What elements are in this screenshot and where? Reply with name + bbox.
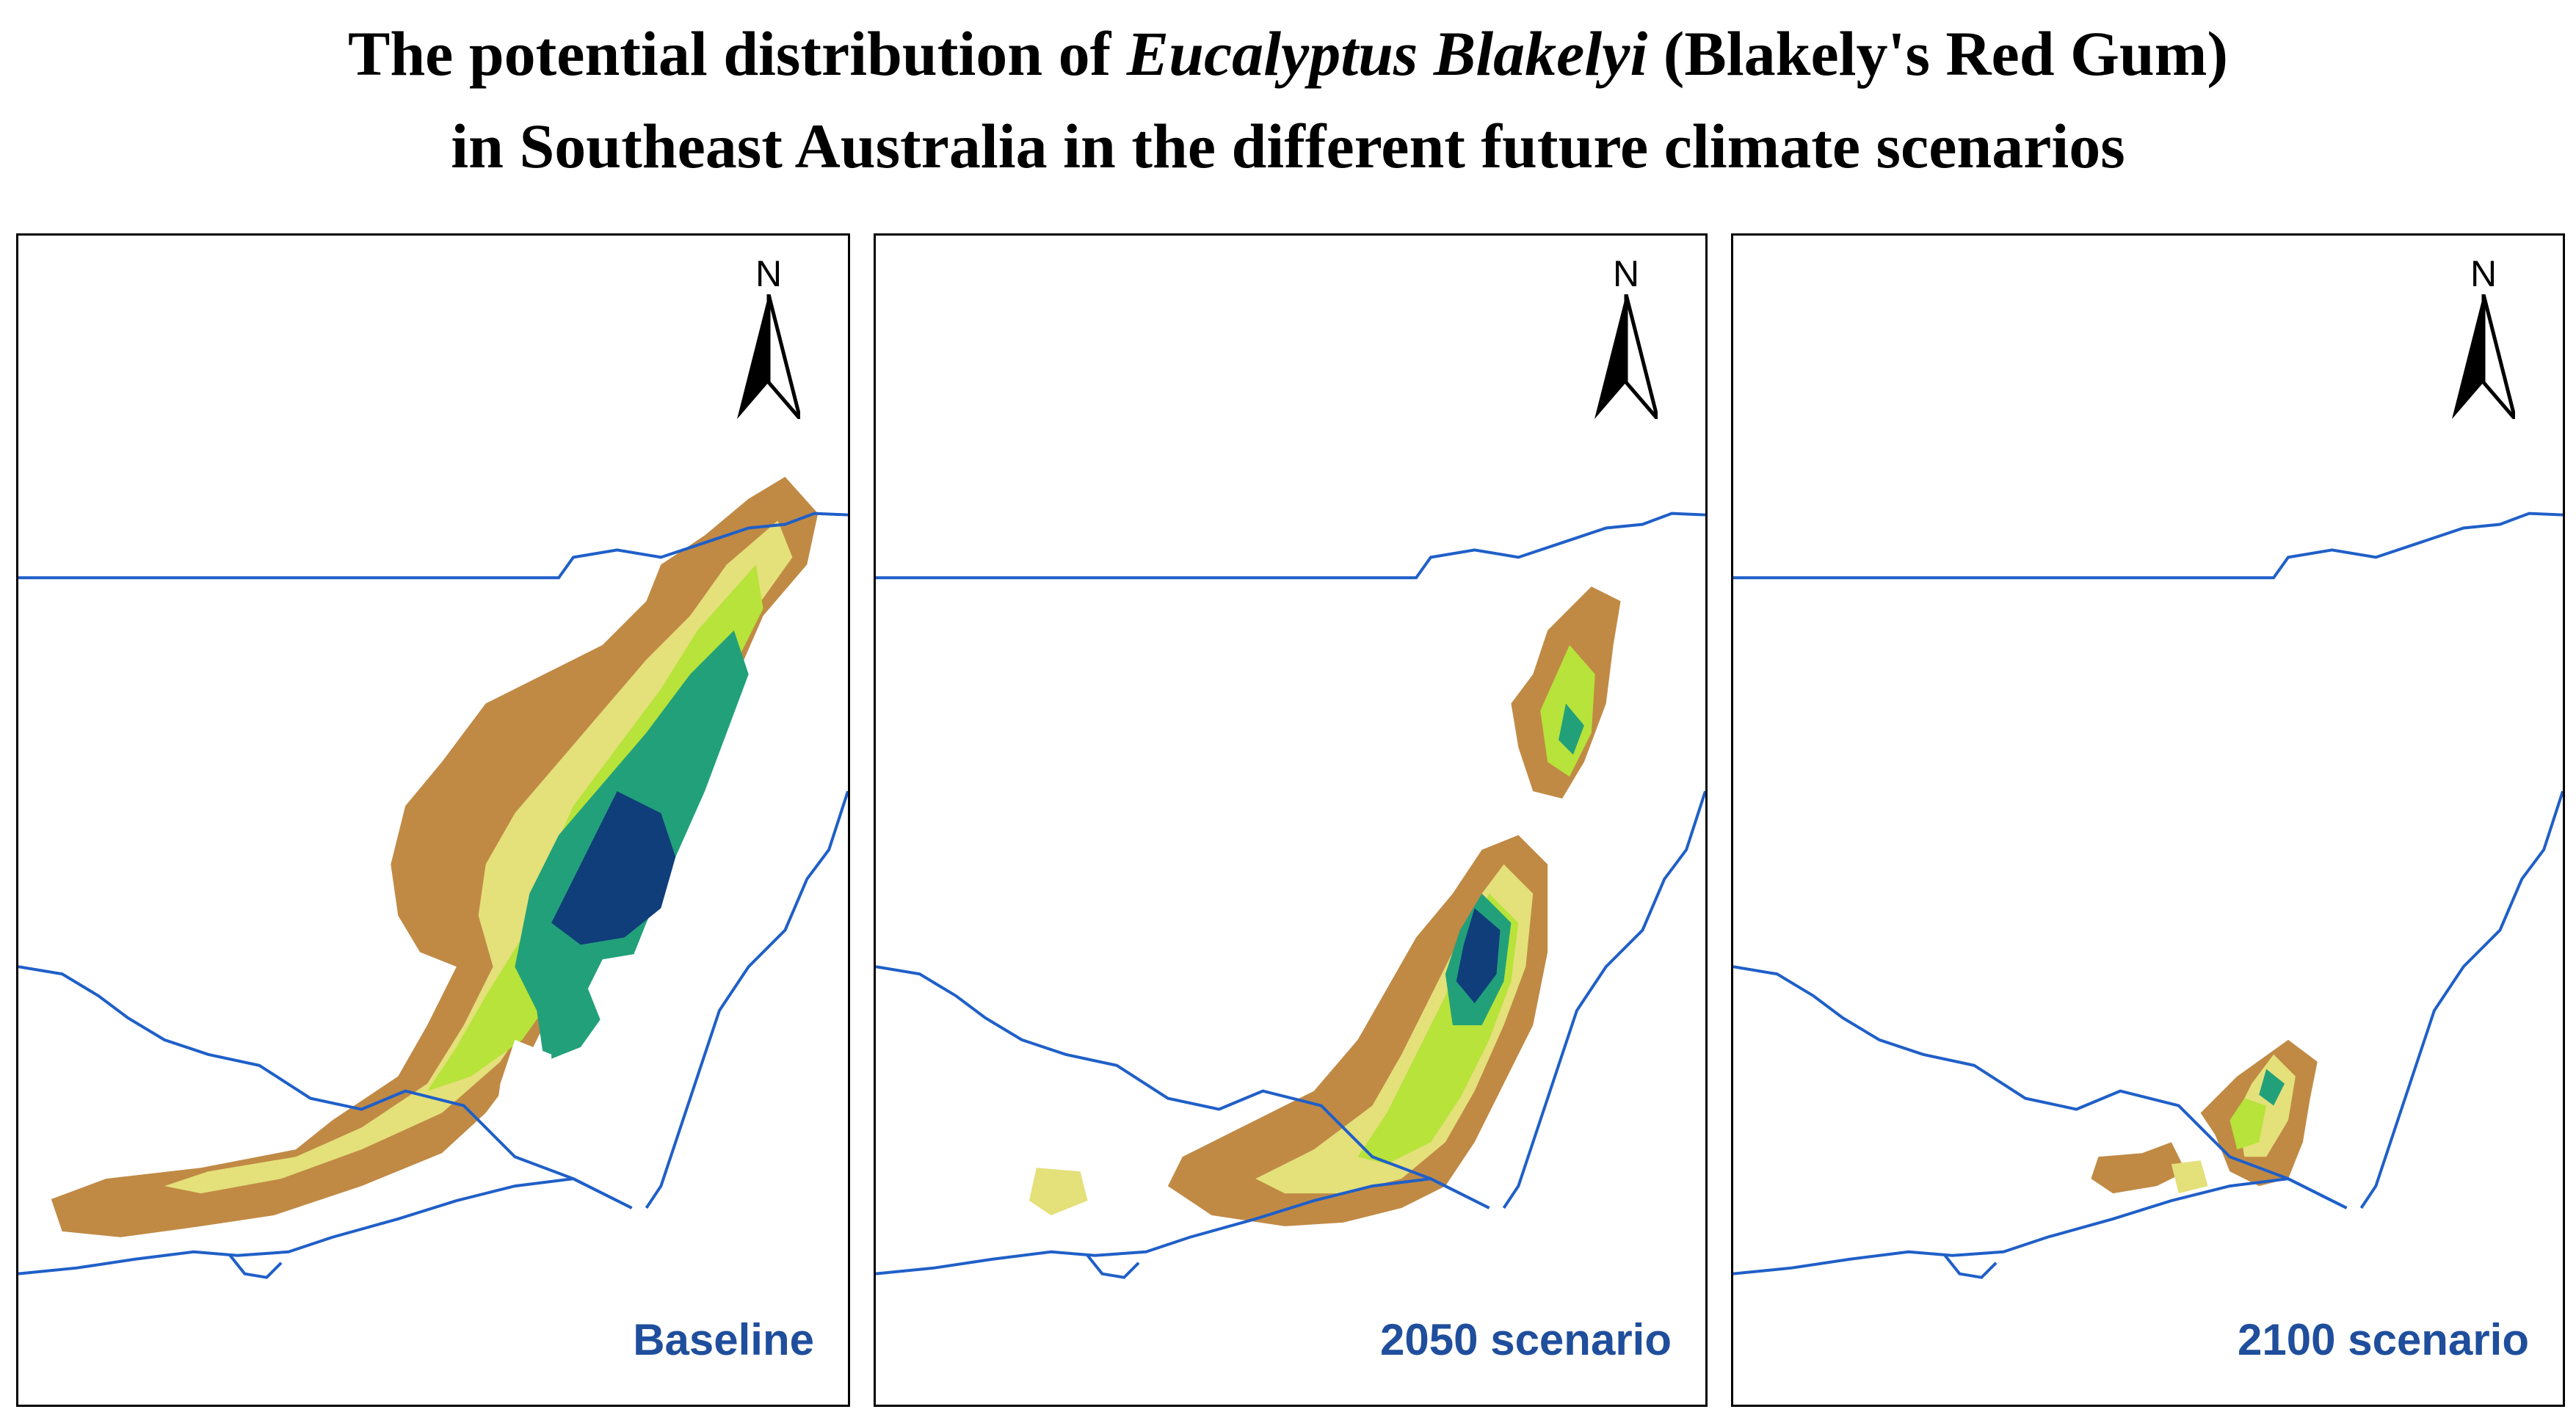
- title-line-2: in Southeast Australia in the different …: [451, 111, 2125, 181]
- suitability-low-mid-zone: [2171, 1160, 2208, 1194]
- border-lines: [876, 512, 1705, 1279]
- title-line-1: The potential distribution of Eucalyptus…: [347, 18, 2229, 89]
- suitability-low-zone: [51, 476, 819, 1237]
- map-2050: [876, 512, 1705, 1279]
- north-arrow: N: [732, 253, 805, 422]
- state-border-south: [876, 965, 1490, 1209]
- species-name: Eucalyptus Blakelyi: [1126, 18, 1648, 89]
- state-border-north: [18, 512, 848, 580]
- state-border-south: [1733, 965, 2348, 1209]
- bay: [1943, 1254, 1998, 1279]
- coastline-south: [876, 1177, 1490, 1275]
- coastline-east: [1502, 790, 1705, 1209]
- north-arrow-icon: [2452, 294, 2515, 419]
- figure-title: The potential distribution of Eucalyptus…: [0, 7, 2576, 192]
- north-arrow-icon: [737, 294, 800, 419]
- suitability-very-high-zone: [1456, 908, 1501, 1004]
- map-panel-baseline: N Baseline: [16, 233, 850, 1407]
- map-2100: [1733, 512, 2563, 1279]
- suitability-gap: [587, 952, 661, 1033]
- bay: [1086, 1254, 1140, 1279]
- north-arrow-icon: [1594, 294, 1658, 419]
- suitability-high-zone: [2259, 1069, 2285, 1106]
- suitability-low-zone: [1028, 1168, 1088, 1215]
- state-border-south: [18, 965, 633, 1209]
- bay: [228, 1254, 283, 1279]
- suitability-layer: [51, 476, 819, 1237]
- suitability-layer: [2091, 1039, 2318, 1194]
- map-panel-2100: N 2100 scenario: [1731, 233, 2565, 1407]
- state-border-north: [1733, 512, 2563, 580]
- coastline-south: [1733, 1177, 2348, 1275]
- north-arrow: N: [2447, 253, 2520, 422]
- suitability-gap: [493, 1039, 552, 1157]
- panel-label: 2100 scenario: [2238, 1315, 2529, 1364]
- suitability-layer: [1028, 586, 1621, 1226]
- state-border-north: [876, 512, 1705, 580]
- suitability-very-high-zone: [551, 791, 676, 945]
- coastline-south: [18, 1177, 633, 1275]
- north-arrow: N: [1589, 253, 1663, 422]
- panel-label: Baseline: [633, 1315, 814, 1364]
- suitability-low-zone: [2091, 1142, 2186, 1194]
- north-label: N: [2470, 253, 2497, 294]
- suitability-mid-zone: [2229, 1098, 2267, 1150]
- suitability-low-mid-zone: [164, 520, 793, 1194]
- border-lines: [18, 512, 848, 1279]
- coastline-east: [645, 790, 848, 1209]
- coastline-east: [2359, 790, 2563, 1209]
- border-lines: [1733, 512, 2563, 1279]
- map-panel-2050: N 2050 scenario: [874, 233, 1708, 1407]
- suitability-high-zone: [1559, 703, 1584, 755]
- map-baseline: [18, 476, 848, 1279]
- north-label: N: [1612, 253, 1640, 294]
- panel-label: 2050 scenario: [1380, 1315, 1672, 1364]
- north-label: N: [755, 253, 783, 294]
